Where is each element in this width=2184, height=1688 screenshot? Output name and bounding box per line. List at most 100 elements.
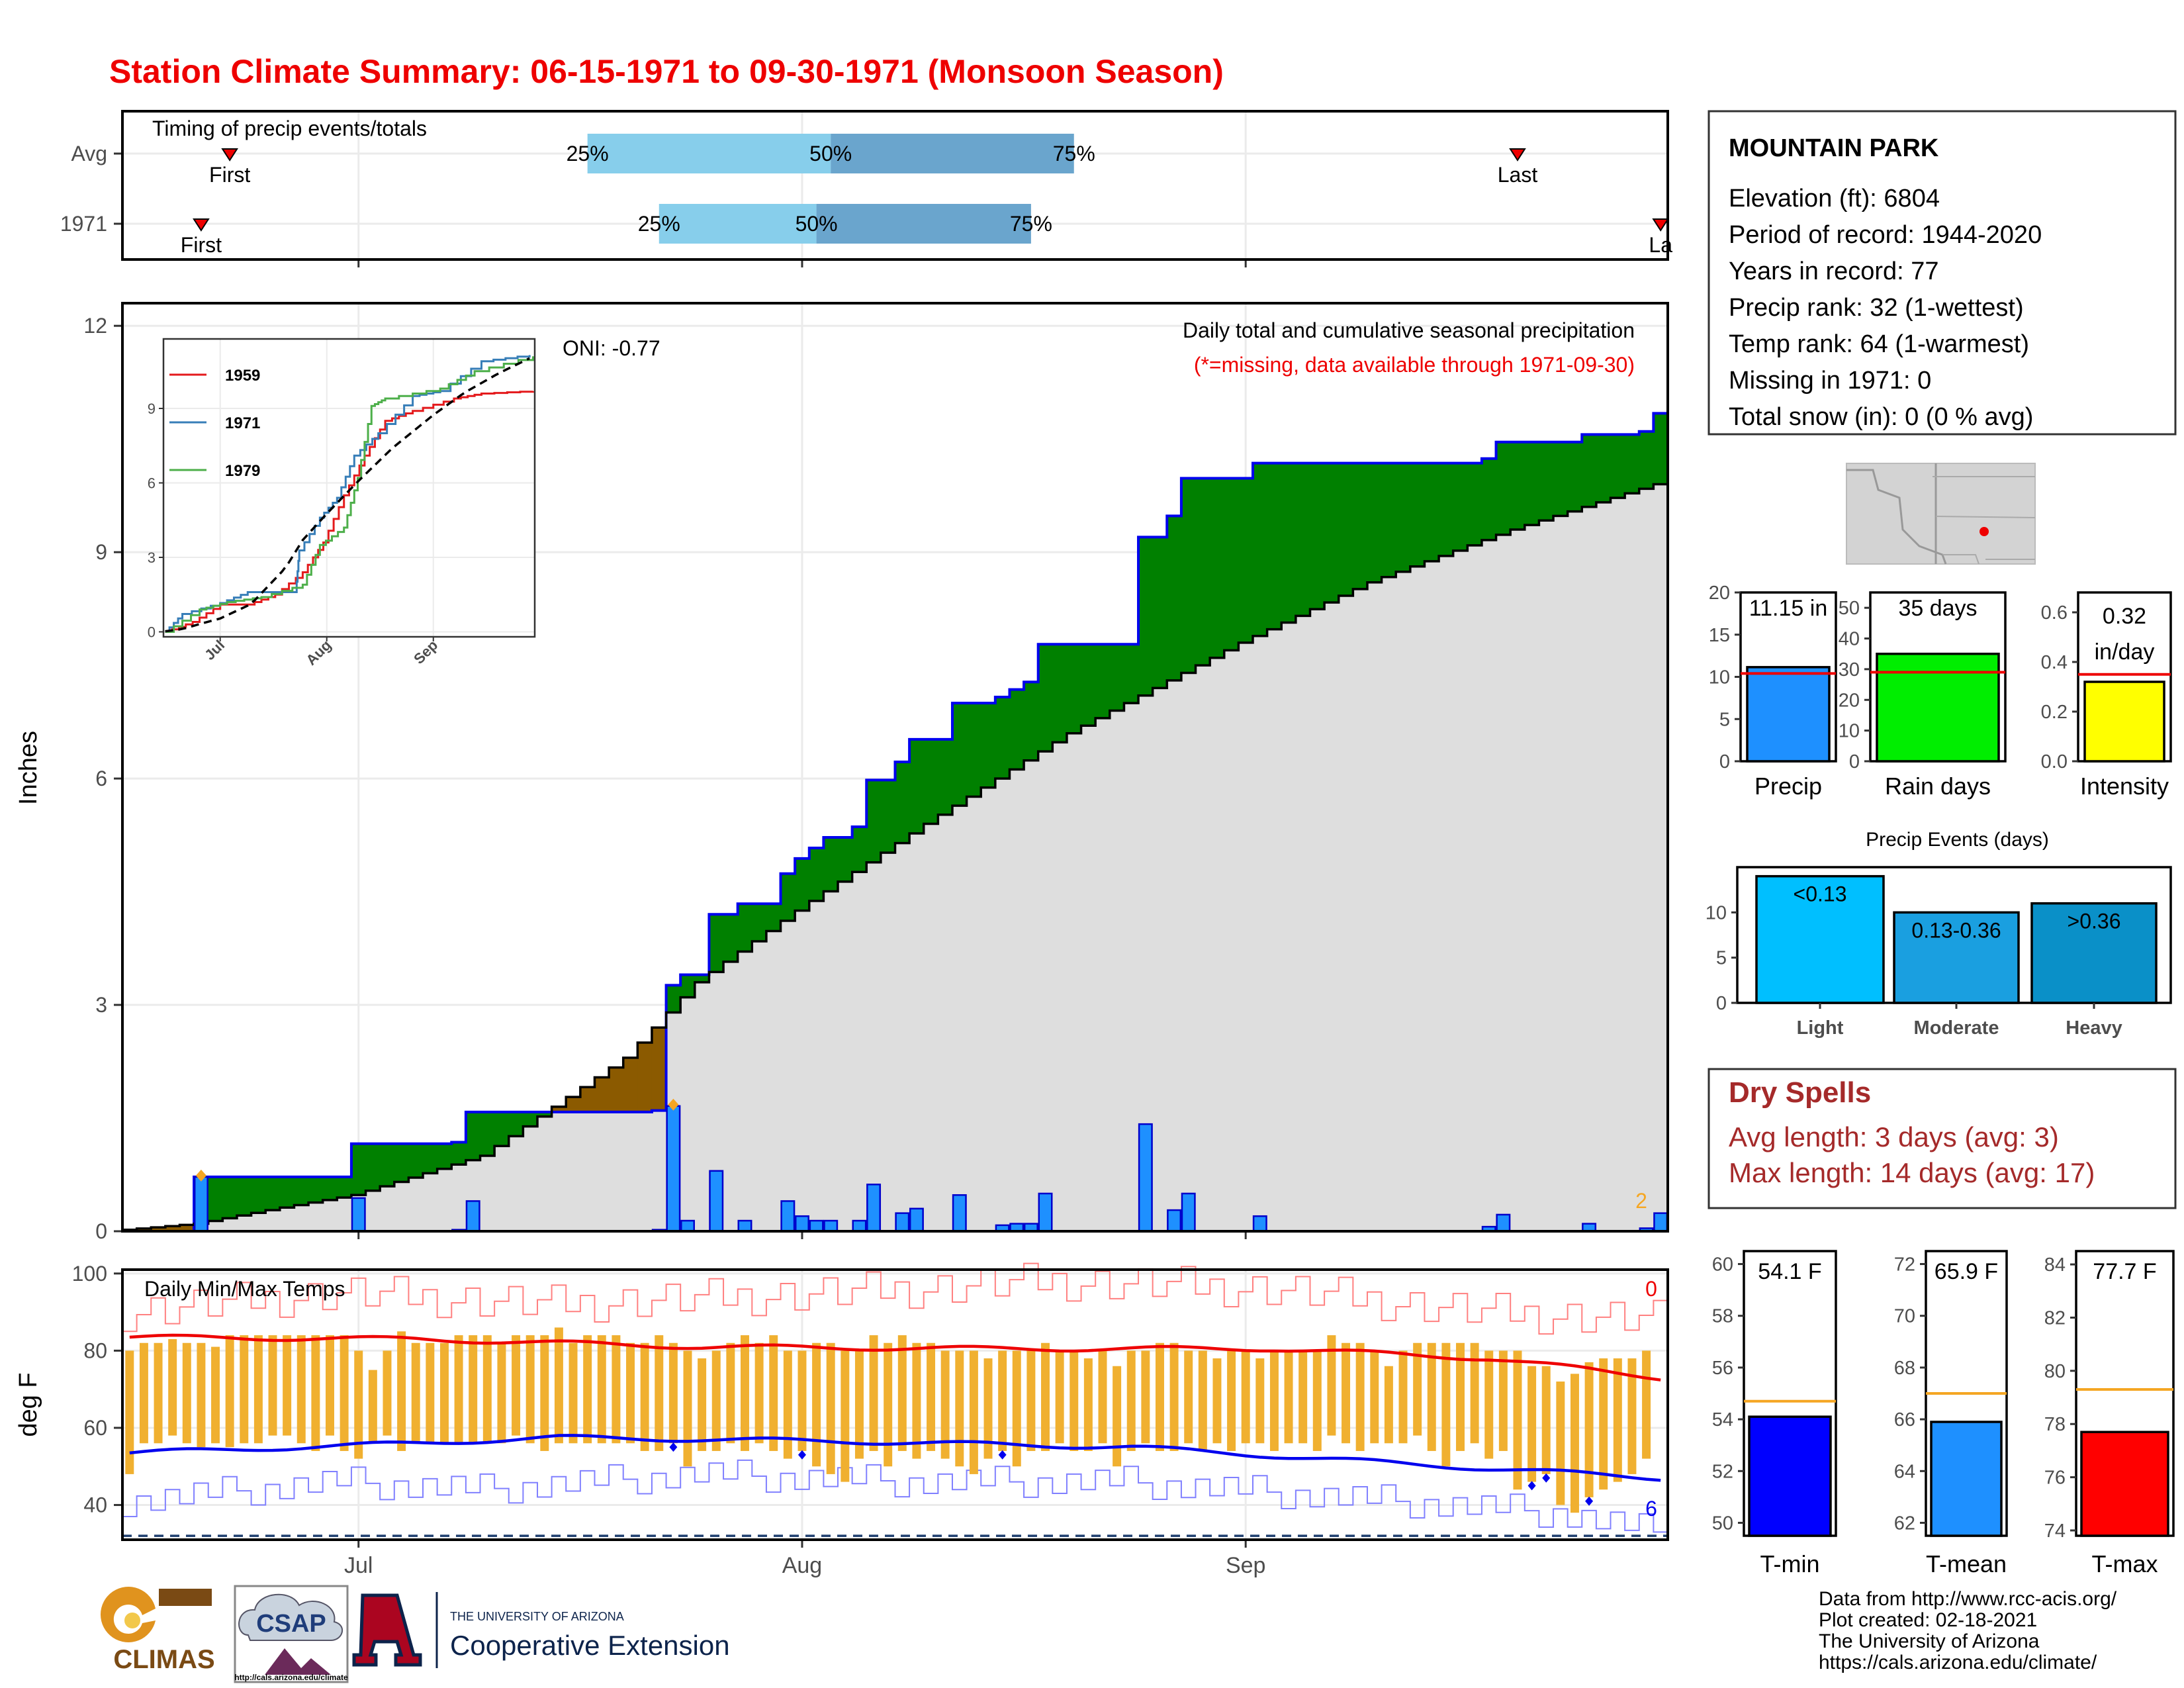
totals-panel-name: Rain days <box>1885 773 1991 800</box>
precip-avg-area <box>551 1111 567 1231</box>
locator-map <box>1846 463 2036 565</box>
tsum-y-tick-label: 62 <box>1894 1513 1915 1534</box>
temps-record-low-marker <box>1542 1473 1551 1483</box>
temps-daily-range-bar <box>1198 1350 1207 1451</box>
precip-avg-area <box>1195 665 1210 1231</box>
precip-daily-bar <box>794 1215 809 1233</box>
page-title: Station Climate Summary: 06-15-1971 to 0… <box>109 53 1224 90</box>
precip-surplus-area <box>380 1143 395 1187</box>
precip-avg-area <box>752 941 767 1231</box>
temps-x-tick-label: Sep <box>1226 1553 1266 1578</box>
dry-spells-frame <box>1707 1068 2177 1209</box>
precip-avg-area <box>1367 582 1383 1231</box>
events-bar-label: >0.36 <box>2068 910 2121 933</box>
tsum-value-label: 54.1 F <box>1758 1259 1821 1284</box>
precip-deficit-area <box>637 1043 653 1112</box>
precip-avg-area <box>1052 742 1068 1231</box>
precip-surplus-area <box>437 1143 452 1169</box>
precip-deficit-area <box>151 1227 166 1231</box>
temps-daily-range-bar <box>354 1350 363 1459</box>
temps-daily-range-bar <box>540 1335 549 1451</box>
temps-daily-range-bar <box>554 1327 563 1444</box>
inset-frame <box>162 338 536 638</box>
tsum-y-tick-label: 68 <box>1894 1358 1915 1379</box>
temps-daily-range-bar <box>854 1350 864 1459</box>
precip-events-panel: Precip Events (days) 0 5 10 <0.13 Light 0.13-0… <box>1706 829 2172 1039</box>
precip-surplus-area <box>322 1176 338 1200</box>
precip-avg-area <box>265 1210 281 1231</box>
precip-y-tick-label: 3 <box>95 993 107 1017</box>
temps-daily-range-bar <box>1355 1342 1365 1451</box>
credit-line: The University of Arizona <box>1819 1630 2040 1652</box>
precip-surplus-area <box>1081 644 1096 726</box>
precip-surplus-area <box>208 1176 223 1221</box>
precip-surplus-area <box>1052 644 1068 743</box>
totals-y-tick-label: 0 <box>1719 751 1730 773</box>
precip-surplus-area <box>1567 442 1582 512</box>
climas-logo-icon <box>100 1587 156 1642</box>
precip-surplus-area <box>465 1111 481 1160</box>
temps-daily-range-bar <box>1312 1350 1322 1451</box>
temps-daily-range-bar <box>1642 1350 1651 1459</box>
precip-surplus-area <box>1596 434 1612 502</box>
precip-daily-bar <box>351 1197 366 1233</box>
precip-daily-bar <box>909 1207 924 1233</box>
precip-surplus-area <box>523 1111 538 1127</box>
precip-avg-area <box>1167 680 1182 1231</box>
temps-x-tick-label: Jul <box>344 1553 373 1578</box>
precip-surplus-area <box>1009 689 1024 770</box>
timing-first-marker <box>193 218 210 232</box>
temps-daily-range-bar <box>655 1335 664 1451</box>
precip-avg-area <box>1653 484 1668 1231</box>
inset-legend-label: 1979 <box>225 462 260 480</box>
temps-daily-range-bar <box>769 1335 778 1451</box>
temps-avg-max-line <box>129 1333 1661 1382</box>
temps-daily-range-bar <box>1241 1350 1250 1444</box>
precip-surplus-area <box>1181 478 1197 673</box>
precip-avg-area <box>1253 635 1268 1231</box>
temps-record-low-marker <box>797 1450 806 1460</box>
precip-avg-area <box>222 1218 238 1231</box>
precip-avg-area <box>838 881 853 1231</box>
totals-y-tick-label: 0.2 <box>2041 702 2068 723</box>
precip-y-axis-label: Inches <box>15 731 42 805</box>
precip-surplus-area <box>1310 463 1325 610</box>
temps-daily-range-bar <box>182 1342 191 1444</box>
precip-avg-area <box>1582 506 1597 1231</box>
precip-panel: 0 3 6 9 12 Inches ONI: -0.77 Daily total and cu… <box>15 302 1669 1243</box>
temps-daily-range-bar <box>525 1335 535 1444</box>
precip-avg-area <box>1639 489 1654 1231</box>
precip-avg-area <box>1210 657 1225 1231</box>
precip-avg-area <box>1224 650 1239 1231</box>
temps-daily-range-bar <box>741 1335 749 1451</box>
events-bar-moderate <box>1893 911 2020 1004</box>
tsum-panel-name: T-max <box>2091 1550 2158 1577</box>
precip-avg-area <box>1381 577 1396 1231</box>
station-info-line: Missing in 1971: 0 <box>1729 367 1931 395</box>
temps-daily-range-bar <box>1126 1350 1136 1451</box>
temps-daily-range-bar <box>1069 1350 1079 1451</box>
precip-avg-area <box>1124 703 1139 1231</box>
station-info-line: Precip rank: 32 (1-wettest) <box>1729 294 2024 322</box>
precip-avg-area <box>1066 733 1082 1231</box>
precip-surplus-area <box>737 904 752 952</box>
precip-avg-area <box>451 1164 467 1231</box>
temps-y-tick-label: 100 <box>72 1262 107 1286</box>
events-category-label: Moderate <box>1914 1017 1999 1039</box>
tsum-y-tick-label: 66 <box>1894 1409 1915 1430</box>
precip-avg-area <box>1553 516 1569 1232</box>
temps-daily-range-bar <box>268 1335 277 1436</box>
precip-avg-area <box>508 1136 523 1231</box>
precip-avg-area <box>1181 673 1197 1231</box>
precip-daily-bar <box>895 1212 910 1233</box>
precip-surplus-area <box>780 873 796 921</box>
temps-daily-range-bar <box>368 1370 377 1444</box>
precip-avg-area <box>1567 511 1582 1231</box>
precip-surplus-area <box>1109 644 1125 711</box>
temps-daily-range-bar <box>1098 1350 1107 1444</box>
temps-daily-range-bar <box>597 1335 606 1444</box>
precip-avg-area <box>437 1168 452 1231</box>
precip-daily-bar <box>952 1194 967 1233</box>
precip-avg-area <box>923 823 938 1231</box>
temps-y-tick-label: 40 <box>83 1493 107 1517</box>
